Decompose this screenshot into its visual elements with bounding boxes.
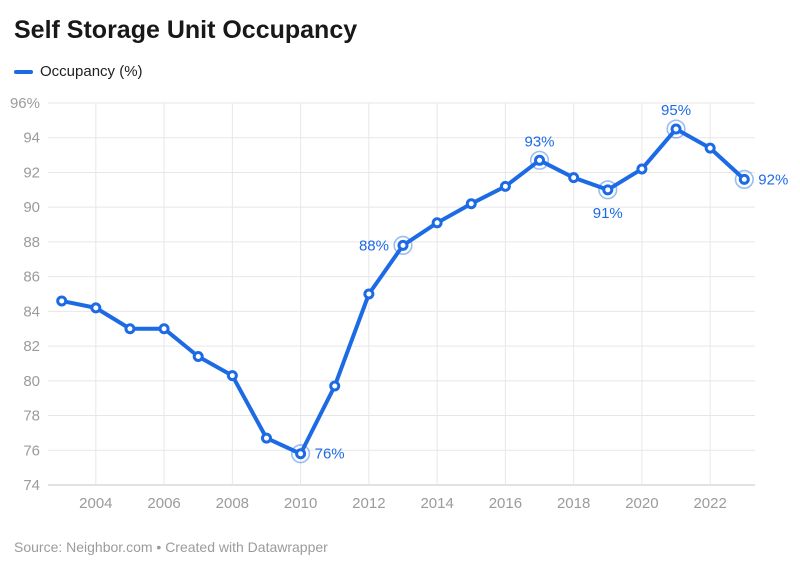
data-point-marker [397, 239, 409, 251]
y-tick-label: 76 [23, 442, 40, 459]
x-tick-label: 2014 [420, 495, 453, 512]
y-tick-label: 78 [23, 408, 40, 425]
y-tick-label: 94 [23, 130, 40, 147]
point-value-label: 92% [758, 171, 788, 188]
data-point-marker [124, 323, 136, 335]
data-point-marker [670, 123, 682, 135]
data-point-marker [534, 154, 546, 166]
data-point-marker [636, 163, 648, 175]
highlight-halo [529, 150, 550, 170]
source-attribution: Source: Neighbor.com • Created with Data… [14, 539, 328, 555]
highlight-halo [666, 119, 686, 139]
y-tick-label: 86 [23, 269, 40, 286]
y-tick-label: 88 [23, 234, 40, 251]
y-tick-label: 82 [23, 338, 40, 355]
point-value-label: 91% [593, 205, 623, 222]
x-tick-label: 2004 [79, 495, 112, 512]
y-tick-label: 84 [23, 303, 40, 320]
highlight-halo [393, 235, 413, 255]
x-tick-label: 2020 [625, 495, 658, 512]
data-point-marker [568, 172, 580, 184]
point-value-label: 95% [661, 102, 691, 119]
data-point-marker [363, 288, 375, 300]
x-tick-label: 2016 [489, 495, 522, 512]
highlight-halo [598, 180, 618, 200]
legend-line-swatch [14, 69, 33, 74]
data-point-marker [738, 173, 750, 185]
data-point-marker [329, 380, 341, 392]
data-point-marker [431, 217, 443, 229]
data-point-marker [295, 448, 307, 460]
x-tick-label: 2008 [216, 495, 249, 512]
data-point-marker [499, 180, 511, 192]
point-value-label: 93% [525, 133, 555, 150]
point-value-label: 76% [315, 446, 345, 463]
data-point-marker [226, 370, 238, 382]
x-tick-label: 2010 [284, 495, 317, 512]
data-point-marker [158, 323, 170, 335]
data-point-marker [192, 351, 204, 363]
y-tick-label: 92 [23, 164, 40, 181]
data-point-marker [260, 432, 272, 444]
legend-item-label: Occupancy (%) [40, 63, 143, 80]
x-tick-label: 2006 [147, 495, 180, 512]
y-tick-label: 96% [10, 95, 40, 112]
data-point-marker [602, 184, 614, 196]
y-tick-label: 74 [23, 477, 40, 494]
legend: Occupancy (%) [14, 63, 143, 80]
highlight-halo [291, 444, 311, 464]
chart-title: Self Storage Unit Occupancy [14, 16, 358, 44]
highlight-halo [734, 169, 754, 189]
y-tick-label: 90 [23, 199, 40, 216]
data-point-marker [56, 295, 68, 307]
data-point-marker [704, 142, 716, 154]
data-point-marker [465, 198, 477, 210]
data-point-marker [90, 302, 102, 314]
x-tick-label: 2022 [693, 495, 726, 512]
x-tick-label: 2012 [352, 495, 385, 512]
y-tick-label: 80 [23, 373, 40, 390]
x-tick-label: 2018 [557, 495, 590, 512]
point-value-label: 88% [359, 237, 389, 254]
